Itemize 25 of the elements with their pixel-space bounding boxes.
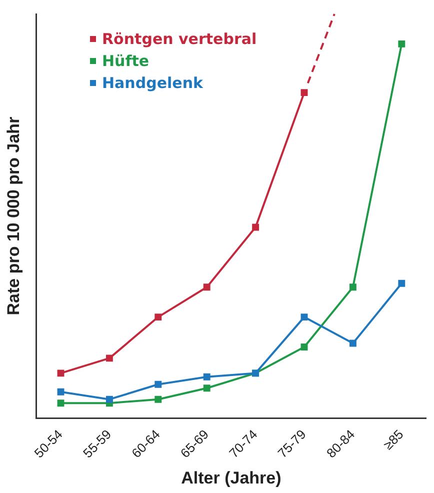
legend-label: Handgelenk: [102, 74, 203, 92]
point: [252, 224, 260, 231]
point: [300, 344, 308, 350]
point: [349, 340, 356, 347]
legend-label: Röntgen vertebral: [102, 30, 257, 48]
point: [349, 284, 356, 291]
point: [300, 314, 308, 321]
point: [57, 388, 64, 396]
point: [154, 314, 162, 321]
y-axis-title: Rate pro 10 000 pro Jahr: [4, 116, 23, 316]
point: [57, 400, 64, 407]
x-tick-label: ≥85: [380, 426, 406, 453]
x-axis-title: Alter (Jahre): [181, 468, 282, 488]
point: [398, 280, 406, 287]
point: [106, 396, 113, 403]
point: [203, 284, 210, 291]
point: [203, 384, 210, 392]
point: [57, 370, 64, 377]
point: [203, 373, 210, 380]
point: [300, 89, 308, 96]
point: [398, 40, 406, 48]
point: [106, 354, 113, 362]
point: [154, 380, 162, 388]
point: [154, 396, 162, 403]
legend-label: Hüfte: [102, 52, 150, 70]
